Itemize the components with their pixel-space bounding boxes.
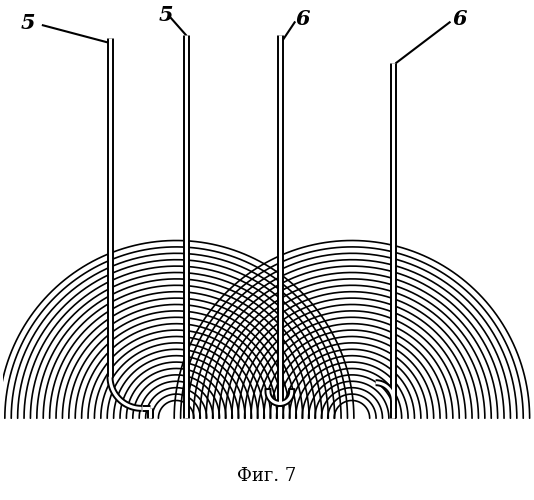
Text: 6: 6 <box>452 10 467 29</box>
Text: Фиг. 7: Фиг. 7 <box>238 466 296 484</box>
Text: 5: 5 <box>21 14 35 34</box>
Text: 6: 6 <box>295 10 310 29</box>
Text: 5: 5 <box>159 6 174 25</box>
